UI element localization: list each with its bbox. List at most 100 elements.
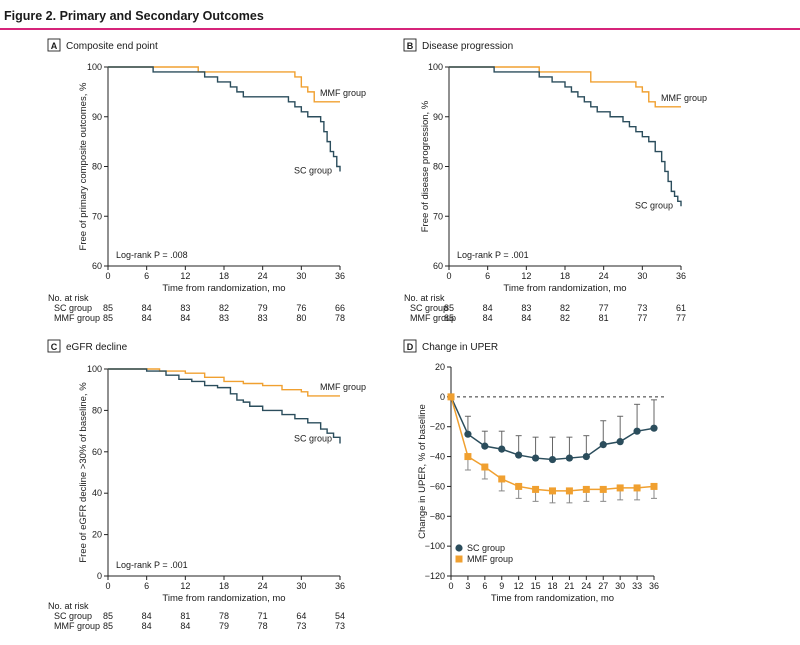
y-tick-label: 70 bbox=[433, 211, 443, 221]
risk-row-label: SC group bbox=[54, 611, 92, 621]
panel-letter: A bbox=[51, 41, 58, 51]
x-tick-label: 12 bbox=[180, 271, 190, 281]
risk-value: 85 bbox=[444, 303, 454, 313]
series-label: SC group bbox=[294, 434, 332, 444]
y-tick-label: 0 bbox=[97, 571, 102, 581]
km-curve-sc-group bbox=[108, 368, 341, 444]
risk-value: 83 bbox=[258, 313, 268, 323]
risk-value: 81 bbox=[180, 611, 190, 621]
x-tick-label: 24 bbox=[258, 271, 268, 281]
data-point-sc bbox=[650, 424, 658, 432]
y-tick-label: 40 bbox=[92, 488, 102, 498]
x-tick-label: 6 bbox=[482, 581, 487, 591]
x-tick-label: 24 bbox=[258, 581, 268, 591]
x-tick-label: 18 bbox=[219, 271, 229, 281]
y-tick-label: 80 bbox=[92, 162, 102, 172]
x-tick-label: 36 bbox=[335, 271, 345, 281]
x-axis-label: Time from randomization, mo bbox=[162, 283, 285, 294]
x-tick-label: 12 bbox=[521, 271, 531, 281]
y-tick-label: 80 bbox=[433, 162, 443, 172]
x-tick-label: 9 bbox=[499, 581, 504, 591]
risk-value: 85 bbox=[103, 303, 113, 313]
risk-row-label: MMF group bbox=[54, 621, 100, 631]
risk-value: 77 bbox=[676, 313, 686, 323]
series-label: SC group bbox=[294, 165, 332, 175]
panel-a: A Composite end point 60 70 80 90 100 0 6 12 18 24 3… bbox=[47, 38, 366, 323]
y-tick-label: 100 bbox=[87, 62, 102, 72]
data-point-mmf bbox=[599, 485, 607, 493]
series-label: SC group bbox=[635, 200, 673, 210]
data-point-mmf bbox=[565, 487, 573, 495]
risk-value: 84 bbox=[521, 313, 531, 323]
x-tick-label: 24 bbox=[581, 581, 591, 591]
data-point-sc bbox=[599, 441, 607, 449]
y-tick-label: −100 bbox=[425, 541, 445, 551]
y-tick-label: −60 bbox=[430, 481, 445, 491]
data-point-sc bbox=[531, 454, 540, 462]
risk-value: 83 bbox=[219, 313, 229, 323]
x-tick-label: 6 bbox=[485, 271, 490, 281]
data-point-sc bbox=[565, 454, 574, 462]
x-tick-label: 21 bbox=[564, 581, 574, 591]
data-point-sc bbox=[464, 430, 472, 438]
x-tick-label: 3 bbox=[465, 581, 470, 591]
y-axis-label: Free of primary composite outcomes, % bbox=[78, 82, 89, 250]
risk-value: 84 bbox=[483, 313, 493, 323]
y-axis-label: Change in UPER, % of baseline bbox=[417, 404, 428, 539]
risk-value: 82 bbox=[560, 313, 570, 323]
risk-row-label: MMF group bbox=[410, 313, 456, 323]
logrank-annotation: Log-rank P = .001 bbox=[457, 250, 529, 260]
risk-value: 76 bbox=[296, 303, 306, 313]
y-tick-label: 60 bbox=[92, 447, 102, 457]
y-tick-label: 60 bbox=[92, 261, 102, 271]
risk-value: 78 bbox=[258, 621, 268, 631]
x-axis-label: Time from randomization, mo bbox=[503, 283, 626, 294]
data-point-mmf bbox=[582, 485, 590, 493]
risk-header: No. at risk bbox=[404, 293, 445, 303]
data-point-mmf bbox=[447, 393, 455, 401]
y-tick-label: 20 bbox=[92, 530, 102, 540]
risk-value: 79 bbox=[219, 621, 229, 631]
data-point-sc bbox=[548, 455, 557, 464]
y-tick-label: 80 bbox=[92, 405, 102, 415]
x-tick-label: 18 bbox=[560, 271, 570, 281]
risk-header: No. at risk bbox=[48, 601, 89, 611]
risk-value: 84 bbox=[483, 303, 493, 313]
series-label: MMF group bbox=[661, 93, 707, 103]
risk-value: 71 bbox=[258, 611, 268, 621]
y-tick-label: 0 bbox=[440, 392, 445, 402]
x-tick-label: 30 bbox=[296, 581, 306, 591]
data-point-sc bbox=[498, 445, 506, 453]
panel-letter-box bbox=[47, 339, 61, 353]
panel-letter: C bbox=[51, 342, 58, 352]
y-tick-label: −20 bbox=[430, 422, 445, 432]
x-tick-label: 18 bbox=[219, 581, 229, 591]
risk-value: 82 bbox=[219, 303, 229, 313]
data-point-mmf bbox=[481, 463, 489, 471]
x-tick-label: 30 bbox=[615, 581, 625, 591]
x-tick-label: 0 bbox=[448, 581, 453, 591]
x-axis-label: Time from randomization, mo bbox=[162, 593, 285, 604]
risk-value: 64 bbox=[296, 611, 306, 621]
panel-title: Composite end point bbox=[66, 41, 158, 52]
risk-row-label: SC group bbox=[410, 303, 448, 313]
y-tick-label: 100 bbox=[428, 62, 443, 72]
y-tick-label: 60 bbox=[433, 261, 443, 271]
risk-value: 80 bbox=[296, 313, 306, 323]
y-tick-label: −40 bbox=[430, 452, 445, 462]
series-label: MMF group bbox=[320, 88, 366, 98]
risk-value: 83 bbox=[180, 303, 190, 313]
panel-title: Disease progression bbox=[422, 41, 513, 52]
logrank-annotation: Log-rank P = .001 bbox=[116, 560, 188, 570]
y-tick-label: −80 bbox=[430, 511, 445, 521]
risk-value: 79 bbox=[258, 303, 268, 313]
data-point-mmf bbox=[532, 485, 540, 493]
panel-title: eGFR decline bbox=[66, 342, 128, 353]
risk-value: 78 bbox=[219, 611, 229, 621]
risk-value: 82 bbox=[560, 303, 570, 313]
risk-value: 83 bbox=[521, 303, 531, 313]
